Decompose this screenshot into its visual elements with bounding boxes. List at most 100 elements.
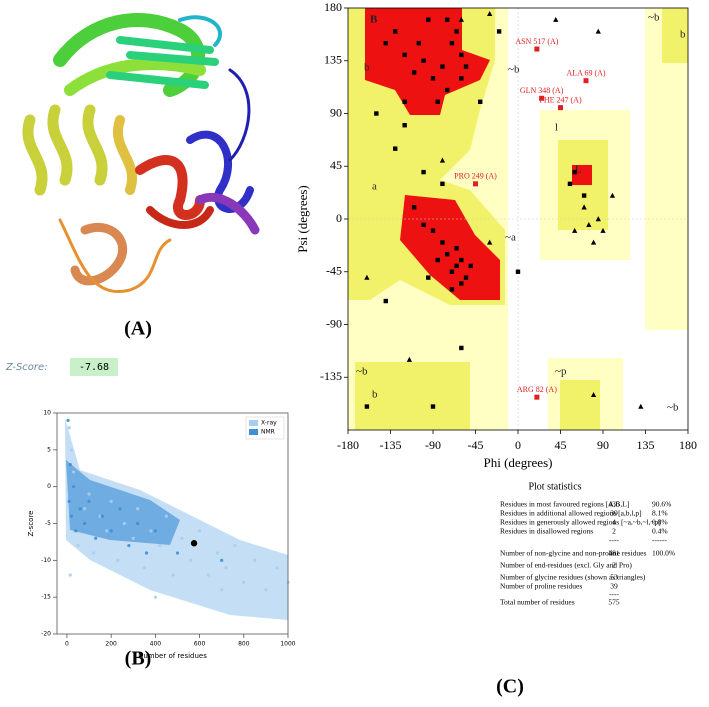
residue-label: PHE 247 (A): [539, 95, 582, 104]
point: [153, 595, 157, 599]
x-axis-title: Phi (degrees): [484, 455, 553, 470]
stats-cell: ----: [609, 536, 619, 545]
highlight-point: [190, 540, 198, 547]
protein-structure: [22, 13, 260, 293]
y-tick-label: -135: [320, 369, 342, 383]
x-tick-label: 600: [194, 641, 206, 648]
region-label: b: [372, 389, 378, 401]
point: [220, 588, 224, 592]
region-label: l: [555, 122, 558, 134]
plot-frame: [56, 412, 289, 635]
region-label: B: [370, 14, 378, 26]
y-tick-label: -90: [326, 316, 342, 330]
residue-point: [421, 58, 426, 63]
stats-title: Plot statistics: [528, 481, 581, 492]
y-tick-label: -10: [41, 557, 51, 564]
stats-cell: Residues in disallowed regions: [500, 527, 593, 536]
residue-label: ARG 82 (A): [517, 385, 557, 394]
point: [136, 507, 140, 511]
region-label: ~b: [508, 64, 520, 76]
stats-cell: Residues in generously allowed regions […: [500, 518, 661, 527]
residue-point: [572, 169, 577, 175]
region-label: L: [575, 164, 582, 176]
residue-point: [430, 228, 436, 233]
residue-point: [421, 222, 426, 228]
point: [233, 544, 237, 548]
x-tick-label: 135: [637, 438, 655, 452]
residue-point: [444, 17, 450, 22]
stats-cell: 4: [612, 518, 616, 527]
residue-point: [393, 146, 398, 151]
y-tick-label: -20: [41, 631, 51, 638]
x-tick-label: -90: [425, 438, 441, 452]
stats-cell: Residues in most favoured regions [A,B,L…: [500, 500, 629, 509]
residue-point: [459, 281, 464, 286]
y-tick-label: -45: [326, 264, 342, 278]
residue-point: [449, 269, 455, 274]
residue-label-point: [558, 105, 563, 111]
point: [109, 499, 113, 503]
stats-cell: 8.1%: [652, 509, 668, 518]
x-tick-label: 0: [515, 438, 521, 452]
point: [68, 462, 72, 467]
y-tick-label: 135: [324, 53, 342, 67]
residue-point: [459, 257, 464, 263]
zscore-label: Z-Score:: [5, 362, 48, 373]
point: [180, 536, 184, 540]
residue-point: [515, 269, 521, 274]
point: [71, 470, 76, 474]
residue-label-point: [583, 78, 589, 84]
residue-point: [426, 17, 431, 22]
stats-cell: 39: [610, 582, 618, 591]
stats-cell: 0.8%: [652, 518, 668, 527]
point: [142, 566, 146, 570]
point: [131, 536, 135, 540]
glycine-point: [586, 222, 592, 228]
residue-label: ALA 69 (A): [566, 69, 605, 78]
stats-cell: Total number of residues: [500, 598, 575, 607]
legend-label: NMR: [261, 429, 275, 436]
y-axis-title: Z-score: [27, 510, 35, 536]
residue-point: [444, 87, 450, 93]
x-tick-label: -135: [380, 438, 402, 452]
stats-cell: 481: [608, 549, 620, 558]
point: [253, 558, 257, 562]
stats-cell: 53: [610, 573, 618, 582]
glycine-point: [439, 157, 446, 163]
x-tick-label: -45: [468, 438, 484, 452]
x-tick-label: 800: [238, 641, 250, 648]
point: [136, 521, 140, 526]
residue-point: [440, 64, 445, 69]
y-tick-label: 10: [43, 410, 51, 417]
residue-point: [426, 275, 431, 280]
residue-point: [463, 275, 469, 280]
region-label: ~b: [356, 366, 368, 378]
residue-point: [449, 287, 455, 292]
y-tick-label: 180: [324, 0, 342, 14]
y-tick-label: 45: [330, 158, 342, 172]
x-tick-label: 90: [597, 438, 609, 452]
y-tick-label: -15: [41, 594, 51, 601]
residue-point: [393, 29, 398, 34]
y-tick-label: 0: [336, 211, 342, 225]
y-tick-label: 0: [47, 483, 51, 490]
residue-point: [383, 298, 388, 304]
residue-point: [374, 111, 379, 116]
stats-cell: Number of non-glycine and non-proline re…: [500, 549, 646, 558]
residue-label: GLN 348 (A): [520, 86, 564, 95]
point: [127, 544, 131, 548]
residue-label-point: [539, 95, 545, 101]
panel-label: (B): [125, 648, 152, 670]
legend-label: X-ray: [261, 420, 277, 427]
point: [78, 507, 82, 511]
region-label: a: [372, 181, 377, 193]
panel-label: (C): [496, 676, 524, 698]
region-label: b: [364, 62, 370, 74]
residue-label: ASN 517 (A): [515, 37, 558, 46]
point: [116, 558, 120, 562]
point: [153, 529, 157, 533]
residue-point: [454, 263, 459, 269]
stats-cell: Number of proline residues: [500, 582, 582, 591]
zscore-value: -7.68: [79, 362, 109, 373]
glycine-point: [609, 192, 616, 198]
